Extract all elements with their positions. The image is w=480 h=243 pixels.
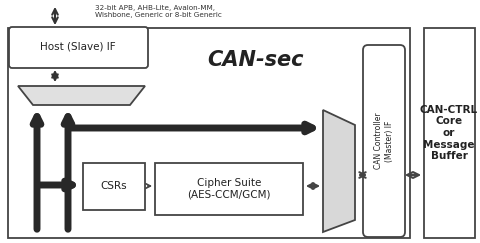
Polygon shape: [323, 110, 355, 232]
Text: 32-bit APB, AHB-Lite, Avalon-MM,
Wishbone, Generic or 8-bit Generic: 32-bit APB, AHB-Lite, Avalon-MM, Wishbon…: [95, 5, 222, 18]
FancyBboxPatch shape: [83, 163, 145, 210]
Text: CAN Controller
(Master) IF: CAN Controller (Master) IF: [374, 113, 394, 169]
Text: CSRs: CSRs: [101, 181, 127, 191]
Polygon shape: [424, 28, 475, 238]
Text: Host (Slave) IF: Host (Slave) IF: [40, 42, 116, 52]
FancyBboxPatch shape: [9, 27, 148, 68]
FancyBboxPatch shape: [155, 163, 303, 215]
Text: Cipher Suite
(AES-CCM/GCM): Cipher Suite (AES-CCM/GCM): [187, 178, 271, 200]
FancyBboxPatch shape: [363, 45, 405, 237]
Polygon shape: [18, 86, 145, 105]
Polygon shape: [8, 28, 410, 238]
Text: CAN-sec: CAN-sec: [207, 50, 303, 70]
Text: CAN-CTRL
Core
or
Message
Buffer: CAN-CTRL Core or Message Buffer: [420, 105, 478, 161]
